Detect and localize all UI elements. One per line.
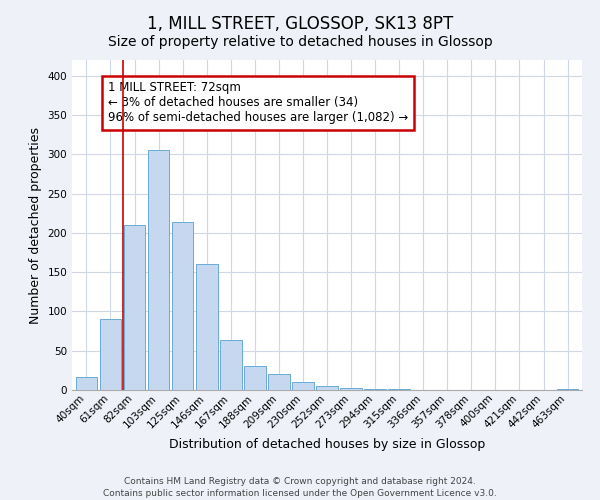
Bar [268, 374, 290, 390]
Text: Contains HM Land Registry data © Crown copyright and database right 2024.
Contai: Contains HM Land Registry data © Crown c… [103, 476, 497, 498]
Bar [172, 222, 193, 390]
Bar [364, 389, 386, 390]
Text: 1, MILL STREET, GLOSSOP, SK13 8PT: 1, MILL STREET, GLOSSOP, SK13 8PT [147, 15, 453, 33]
Y-axis label: Number of detached properties: Number of detached properties [29, 126, 42, 324]
Bar [76, 376, 97, 390]
Bar [292, 382, 314, 390]
Text: 1 MILL STREET: 72sqm
← 3% of detached houses are smaller (34)
96% of semi-detach: 1 MILL STREET: 72sqm ← 3% of detached ho… [108, 82, 408, 124]
Bar [196, 264, 218, 390]
Bar [244, 366, 266, 390]
Bar [148, 150, 169, 390]
Bar [100, 320, 121, 390]
Text: Size of property relative to detached houses in Glossop: Size of property relative to detached ho… [107, 35, 493, 49]
Bar [388, 389, 410, 390]
Bar [316, 386, 338, 390]
Bar [557, 389, 578, 390]
Bar [340, 388, 362, 390]
Bar [220, 340, 242, 390]
X-axis label: Distribution of detached houses by size in Glossop: Distribution of detached houses by size … [169, 438, 485, 451]
Bar [124, 225, 145, 390]
